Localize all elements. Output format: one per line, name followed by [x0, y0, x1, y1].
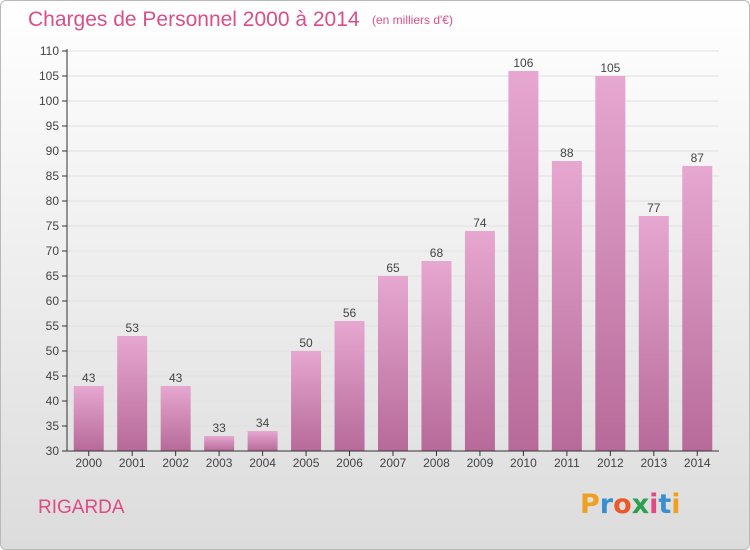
logo-letter: i: [649, 489, 659, 520]
bar-value-label: 65: [386, 261, 400, 275]
bar-value-label: 34: [256, 416, 270, 430]
bar-value-label: 33: [212, 421, 226, 435]
bar-value-label: 53: [126, 321, 140, 335]
y-tick-label: 60: [46, 294, 60, 308]
y-tick-label: 40: [46, 394, 60, 408]
x-tick-label: 2005: [293, 456, 320, 470]
x-tick-label: 2014: [684, 456, 711, 470]
x-tick-label: 2007: [380, 456, 407, 470]
proxiti-logo: Proxiti: [580, 489, 681, 520]
y-tick-label: 100: [39, 94, 59, 108]
bar: [508, 71, 539, 451]
bar-value-label: 105: [600, 61, 620, 75]
x-tick-label: 2008: [423, 456, 450, 470]
x-tick-label: 2004: [249, 456, 276, 470]
logo-letter: i: [671, 489, 681, 520]
x-tick-label: 2010: [510, 456, 537, 470]
chart-subtitle: (en milliers d'€): [372, 13, 453, 27]
y-tick-label: 70: [46, 244, 60, 258]
bar: [291, 351, 322, 451]
logo-letter: P: [580, 489, 600, 520]
bar-value-label: 68: [430, 246, 444, 260]
bar-value-label: 43: [169, 371, 183, 385]
y-tick-label: 75: [46, 219, 60, 233]
x-tick-label: 2003: [206, 456, 233, 470]
bar: [334, 321, 365, 451]
x-tick-label: 2001: [119, 456, 146, 470]
bar-value-label: 77: [647, 201, 661, 215]
y-tick-label: 65: [46, 269, 60, 283]
chart-title: Charges de Personnel 2000 à 2014: [28, 8, 360, 31]
bar: [595, 76, 626, 451]
x-tick-label: 2002: [162, 456, 189, 470]
y-tick-label: 80: [46, 194, 60, 208]
y-tick-label: 45: [46, 369, 60, 383]
commune-name: RIGARDA: [38, 497, 125, 518]
bar: [247, 431, 278, 451]
y-tick-label: 95: [46, 119, 60, 133]
logo-letter: o: [613, 489, 632, 520]
logo-letter: x: [631, 489, 650, 520]
x-tick-label: 2011: [554, 456, 580, 470]
y-tick-label: 55: [46, 319, 60, 333]
bar: [421, 261, 452, 451]
y-tick-label: 85: [46, 169, 60, 183]
bar: [117, 336, 148, 451]
y-tick-label: 110: [40, 44, 59, 58]
bar-value-label: 106: [513, 56, 533, 70]
bar: [638, 216, 669, 451]
bar: [682, 166, 713, 451]
logo-letter: t: [658, 489, 672, 520]
bar: [551, 161, 582, 451]
bar-value-label: 88: [560, 146, 574, 160]
x-tick-label: 2000: [75, 456, 102, 470]
bar: [204, 436, 235, 451]
bar: [73, 386, 104, 451]
x-tick-label: 2006: [336, 456, 363, 470]
bar-value-label: 74: [473, 216, 487, 230]
x-tick-label: 2013: [640, 456, 667, 470]
x-tick-label: 2009: [467, 456, 494, 470]
y-tick-label: 50: [46, 344, 60, 358]
bar-value-label: 43: [82, 371, 96, 385]
bar: [378, 276, 408, 451]
bar: [160, 386, 191, 451]
bar-value-label: 56: [343, 306, 357, 320]
x-tick-label: 2012: [597, 456, 624, 470]
bar-value-label: 87: [691, 151, 705, 165]
y-tick-label: 90: [46, 144, 60, 158]
bar-value-label: 50: [299, 336, 313, 350]
y-tick-label: 30: [46, 444, 60, 458]
bar: [464, 231, 495, 451]
y-tick-label: 105: [39, 69, 59, 83]
logo-letter: r: [599, 489, 614, 520]
y-tick-label: 35: [46, 419, 60, 433]
